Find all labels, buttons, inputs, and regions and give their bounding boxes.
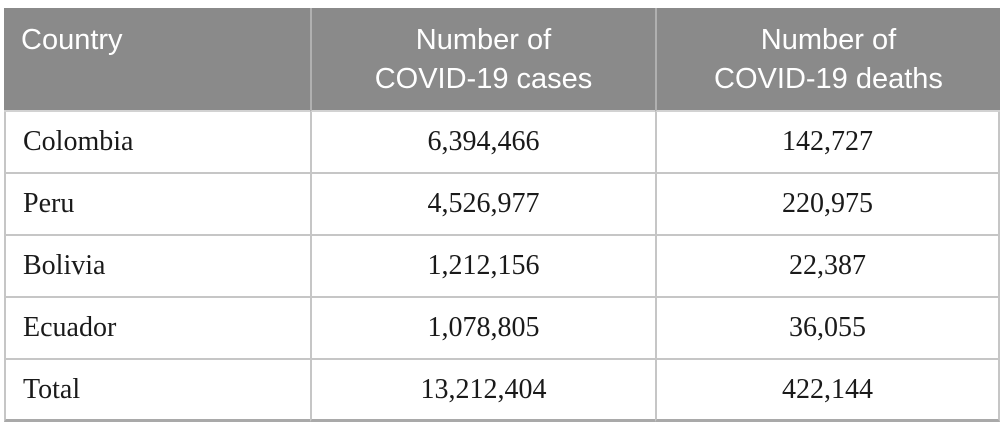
table-row-bolivia: Bolivia 1,212,156 22,387 xyxy=(4,236,1000,298)
deaths-cell: 422,144 xyxy=(655,360,1000,422)
deaths-cell: 220,975 xyxy=(655,174,1000,236)
column-header-cases-line2: COVID-19 cases xyxy=(374,63,593,95)
column-header-country-label: Country xyxy=(21,24,123,56)
country-cell: Total xyxy=(4,360,310,422)
column-header-deaths-line1: Number of xyxy=(760,24,897,56)
deaths-cell: 142,727 xyxy=(655,112,1000,174)
cases-cell: 4,526,977 xyxy=(310,174,655,236)
country-cell: Colombia xyxy=(4,112,310,174)
covid-statistics-table: Country Number of COVID-19 cases Number … xyxy=(4,8,1000,422)
cases-cell: 6,394,466 xyxy=(310,112,655,174)
column-header-cases-line1: Number of xyxy=(415,24,552,56)
table-body: Colombia 6,394,466 142,727 Peru 4,526,97… xyxy=(4,112,1000,422)
country-cell: Ecuador xyxy=(4,298,310,360)
country-cell: Peru xyxy=(4,174,310,236)
table-row-colombia: Colombia 6,394,466 142,727 xyxy=(4,112,1000,174)
header-row: Country Number of COVID-19 cases Number … xyxy=(4,8,1000,112)
country-cell: Bolivia xyxy=(4,236,310,298)
table-header: Country Number of COVID-19 cases Number … xyxy=(4,8,1000,112)
column-header-deaths: Number of COVID-19 deaths xyxy=(655,8,1000,112)
cases-cell: 13,212,404 xyxy=(310,360,655,422)
table-row-total: Total 13,212,404 422,144 xyxy=(4,360,1000,422)
table-row-peru: Peru 4,526,977 220,975 xyxy=(4,174,1000,236)
deaths-cell: 36,055 xyxy=(655,298,1000,360)
column-header-deaths-line2: COVID-19 deaths xyxy=(714,63,943,95)
cases-cell: 1,078,805 xyxy=(310,298,655,360)
table-row-ecuador: Ecuador 1,078,805 36,055 xyxy=(4,298,1000,360)
covid-statistics-table-container: Country Number of COVID-19 cases Number … xyxy=(4,8,1000,422)
deaths-cell: 22,387 xyxy=(655,236,1000,298)
cases-cell: 1,212,156 xyxy=(310,236,655,298)
column-header-cases: Number of COVID-19 cases xyxy=(310,8,655,112)
column-header-country: Country xyxy=(4,8,310,112)
